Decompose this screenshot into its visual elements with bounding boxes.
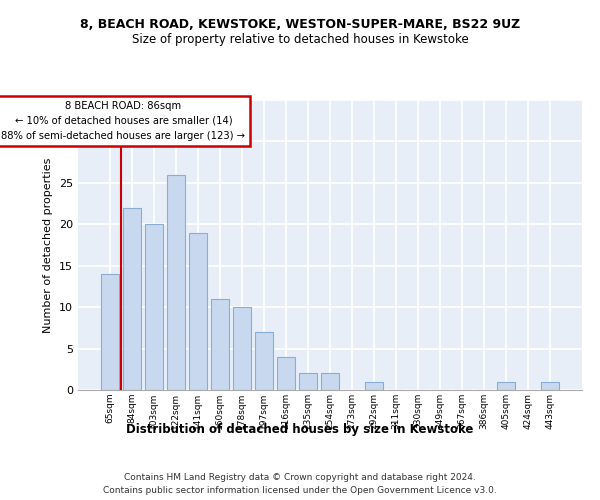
Text: 8 BEACH ROAD: 86sqm
← 10% of detached houses are smaller (14)
88% of semi-detach: 8 BEACH ROAD: 86sqm ← 10% of detached ho…	[1, 101, 245, 140]
Bar	[365, 382, 383, 390]
Text: Size of property relative to detached houses in Kewstoke: Size of property relative to detached ho…	[131, 32, 469, 46]
Text: 8, BEACH ROAD, KEWSTOKE, WESTON-SUPER-MARE, BS22 9UZ: 8, BEACH ROAD, KEWSTOKE, WESTON-SUPER-MA…	[80, 18, 520, 30]
Text: Distribution of detached houses by size in Kewstoke: Distribution of detached houses by size …	[127, 422, 473, 436]
Y-axis label: Number of detached properties: Number of detached properties	[43, 158, 53, 332]
Text: Contains HM Land Registry data © Crown copyright and database right 2024.: Contains HM Land Registry data © Crown c…	[124, 472, 476, 482]
Bar	[211, 299, 229, 390]
Bar	[541, 382, 559, 390]
Bar	[497, 382, 515, 390]
Bar	[145, 224, 163, 390]
Bar	[255, 332, 273, 390]
Text: Contains public sector information licensed under the Open Government Licence v3: Contains public sector information licen…	[103, 486, 497, 495]
Bar	[299, 374, 317, 390]
Bar	[101, 274, 119, 390]
Bar	[233, 307, 251, 390]
Bar	[277, 357, 295, 390]
Bar	[123, 208, 140, 390]
Bar	[167, 174, 185, 390]
Bar	[321, 374, 339, 390]
Bar	[189, 232, 206, 390]
